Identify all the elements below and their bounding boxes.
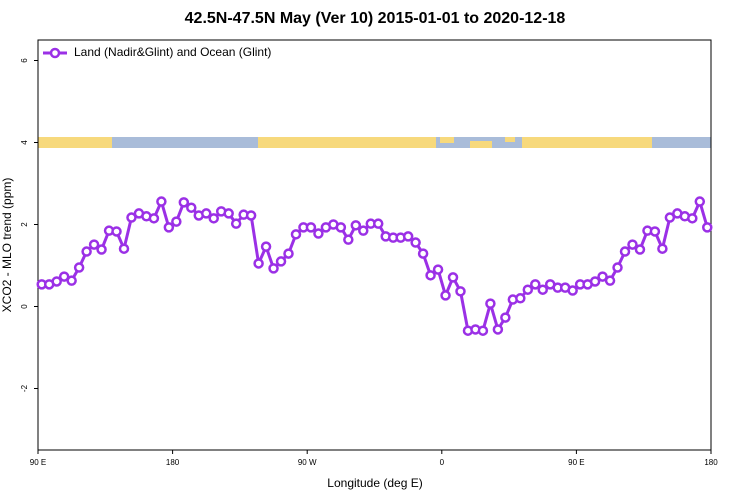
data-point [313, 228, 324, 239]
data-point [73, 262, 85, 273]
data-point [402, 231, 414, 242]
data-point [268, 263, 279, 274]
data-point [612, 262, 623, 273]
x-tick-label: 90 E [30, 458, 46, 467]
data-point [156, 196, 167, 207]
data-point [51, 276, 62, 287]
data-point [350, 220, 362, 231]
data-point [597, 271, 608, 282]
data-point [358, 225, 369, 236]
y-tick-label: 0 [20, 304, 29, 309]
y-axis-label: XCO2 - MLO trend (ppm) [0, 178, 14, 313]
legend-marker [49, 47, 61, 59]
data-point [485, 298, 496, 309]
data-point [245, 210, 257, 221]
data-point [410, 237, 421, 248]
data-point [186, 202, 197, 213]
data-point [522, 284, 534, 295]
y-tick-label: 6 [20, 58, 29, 63]
x-tick-label: 0 [440, 458, 445, 467]
x-tick-label: 180 [166, 458, 180, 467]
data-point [447, 272, 459, 283]
data-point [283, 248, 294, 259]
data-point [81, 246, 92, 257]
y-tick-label: 2 [20, 222, 29, 227]
data-point [253, 258, 264, 269]
x-tick-label: 180 [704, 458, 718, 467]
data-point [455, 286, 466, 297]
data-point [275, 256, 287, 267]
data-point [694, 196, 706, 207]
y-tick-label: -2 [20, 384, 29, 392]
data-point [372, 218, 384, 229]
data-point [223, 208, 234, 219]
data-point [171, 216, 182, 227]
data-point [260, 241, 272, 252]
data-point [537, 284, 548, 295]
data-point [425, 270, 436, 281]
data-point [343, 234, 354, 245]
data-point [208, 213, 219, 224]
data-point [111, 226, 122, 237]
map-strip [38, 137, 711, 148]
data-point [432, 264, 444, 275]
data-point [440, 290, 451, 301]
data-point [201, 208, 212, 219]
data-point [687, 213, 698, 224]
data-point [649, 226, 661, 237]
data-point [500, 312, 511, 323]
data-point [589, 276, 601, 287]
data-point [417, 248, 429, 259]
data-point [290, 229, 302, 240]
data-point [335, 222, 347, 233]
data-point [492, 324, 504, 335]
data-point [58, 271, 70, 282]
data-point [305, 222, 317, 233]
x-tick-label: 90 E [568, 458, 584, 467]
data-point [96, 244, 107, 255]
data-point [634, 244, 646, 255]
data-point [66, 275, 77, 286]
data-point [88, 239, 100, 250]
data-point [619, 246, 631, 257]
data-point [477, 325, 489, 336]
data-point [126, 212, 137, 223]
data-point [515, 293, 526, 304]
data-point [118, 243, 130, 254]
x-tick-label: 90 W [298, 458, 317, 467]
data-point [604, 275, 616, 286]
y-tick-label: 4 [20, 140, 29, 145]
data-point [567, 285, 578, 296]
legend-label: Land (Nadir&Glint) and Ocean (Glint) [74, 45, 271, 59]
chart-title: 42.5N-47.5N May (Ver 10) 2015-01-01 to 2… [185, 10, 566, 27]
data-point [627, 239, 638, 250]
data-point [664, 212, 676, 223]
data-point [530, 279, 541, 290]
data-point [230, 218, 242, 229]
data-point [178, 197, 190, 208]
x-axis-label: Longitude (deg E) [327, 476, 422, 490]
data-point [163, 222, 175, 233]
plot-frame [37, 39, 712, 451]
data-point [702, 222, 713, 233]
data-point [657, 243, 668, 254]
data-point [148, 213, 160, 224]
